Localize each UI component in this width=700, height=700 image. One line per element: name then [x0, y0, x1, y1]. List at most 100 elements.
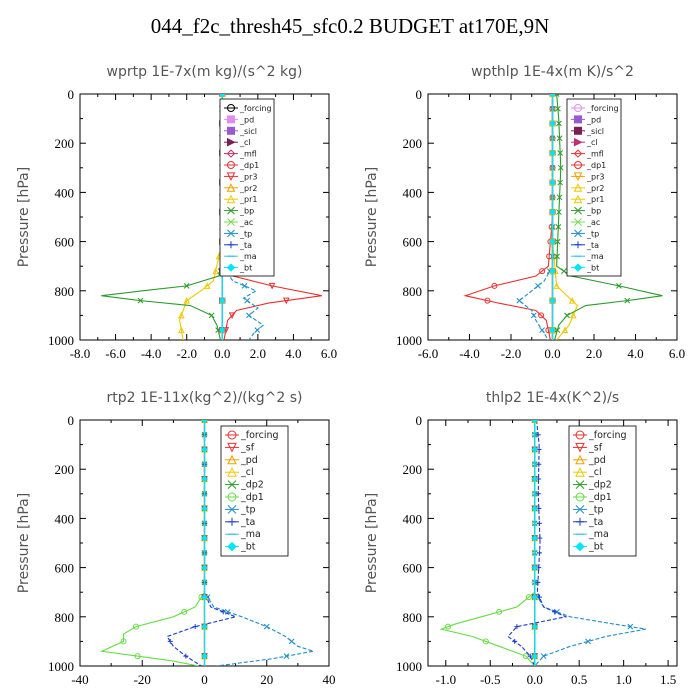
- legend-marker: [227, 442, 237, 453]
- y-tick-label: 1000: [48, 333, 74, 348]
- data-point: [561, 268, 567, 274]
- data-point: [568, 297, 576, 304]
- x-tick-label: -2.0: [176, 346, 197, 361]
- data-point: [539, 268, 546, 275]
- legend-marker: [575, 467, 585, 477]
- legend-marker: [226, 263, 236, 272]
- data-point: [283, 297, 290, 305]
- data-point: [516, 297, 523, 304]
- y-tick-label: 200: [55, 462, 75, 477]
- data-point: [201, 420, 208, 424]
- data-point: [564, 312, 570, 319]
- legend-marker: [226, 183, 236, 192]
- data-point: [549, 267, 556, 275]
- legend-marker: [227, 115, 235, 124]
- y-tick-label: 0: [416, 87, 423, 102]
- data-point: [531, 564, 538, 571]
- data-point: [178, 326, 185, 334]
- data-point: [557, 150, 564, 156]
- data-point: [246, 312, 252, 319]
- y-tick-label: 1000: [48, 659, 74, 674]
- data-point: [549, 179, 556, 186]
- series-line-tp: [203, 420, 314, 666]
- legend-label: _bt: [239, 264, 252, 273]
- data-point: [585, 638, 591, 645]
- legend-label: _ta: [239, 241, 252, 250]
- legend-marker: [573, 172, 583, 182]
- x-tick-label: 20: [260, 672, 273, 687]
- legend: _forcing_sf _pd_cl _dp2_dp1_tp _ta_ma _bt: [220, 425, 289, 557]
- y-axis-label: Pressure [hPa]: [364, 493, 380, 593]
- data-point: [546, 253, 553, 260]
- legend: _forcing _pd _sicl _cl _mfl _dp1 _pr3 _pr2 _pr1 _…: [219, 98, 275, 277]
- data-point: [133, 623, 140, 630]
- data-point: [263, 623, 270, 630]
- legend-label: _mfl: [586, 150, 604, 159]
- data-point: [549, 326, 556, 334]
- legend-marker: [574, 137, 583, 147]
- legend-label: _forcing: [588, 430, 627, 441]
- legend-label: _cl: [588, 467, 602, 478]
- data-point: [219, 326, 226, 334]
- legend-label: _dp2: [240, 480, 264, 491]
- data-point: [120, 638, 127, 645]
- y-tick-label: 600: [55, 561, 75, 576]
- x-tick-label: -6.0: [418, 346, 439, 361]
- x-tick-label: 0.0: [214, 346, 230, 361]
- data-point: [536, 520, 542, 526]
- y-tick-label: 800: [55, 284, 75, 299]
- legend-marker: [226, 172, 236, 182]
- data-point: [181, 608, 188, 615]
- y-tick-label: 1000: [396, 659, 422, 674]
- x-tick-label: -4.0: [459, 346, 480, 361]
- legend-label: _sf: [240, 442, 255, 453]
- data-point: [220, 609, 226, 615]
- y-tick-label: 400: [55, 185, 75, 200]
- y-tick-label: 600: [403, 235, 423, 250]
- legend-label: _pd: [239, 115, 254, 124]
- y-tick-label: 200: [403, 462, 423, 477]
- data-point: [201, 623, 208, 630]
- legend-label: _pr2: [586, 184, 604, 193]
- data-point: [530, 312, 537, 319]
- legend: _forcing _pd _sicl _cl _mfl _dp1 _pr3 _pr2 _pr1 _…: [566, 98, 622, 277]
- data-point: [537, 535, 543, 541]
- data-point: [134, 653, 141, 660]
- legend-label: _cl: [239, 138, 251, 147]
- legend-label: _ma: [588, 529, 609, 540]
- legend-label: _tp: [586, 229, 599, 238]
- x-tick-label: 4.0: [627, 346, 643, 361]
- data-point: [535, 491, 541, 497]
- legend-label: _pr2: [239, 184, 257, 193]
- legend-label: _ta: [588, 517, 603, 528]
- legend-marker: [574, 241, 582, 249]
- data-point: [531, 623, 538, 630]
- y-tick-label: 1000: [396, 333, 422, 348]
- data-point: [268, 282, 276, 290]
- panel-title: wpthlp 1E-4x(m K)/s^2: [471, 64, 634, 80]
- page-title: 044_f2c_thresh45_sfc0.2 BUDGET at170E,9N: [150, 14, 550, 38]
- data-point: [445, 623, 452, 630]
- series-line-tp: [518, 94, 554, 340]
- legend-marker: [575, 454, 585, 465]
- x-tick-label: 2.0: [250, 346, 266, 361]
- data-point: [554, 253, 560, 260]
- data-point: [549, 297, 556, 304]
- legend-label: _pr1: [239, 195, 257, 204]
- chart-panel-3: rtp2 1E-11x(kg^2)/(kg^2 s) Pressure [hPa]…: [16, 390, 336, 687]
- series-group: [99, 420, 314, 666]
- legend-label: _bp: [586, 207, 601, 216]
- data-point: [538, 312, 545, 319]
- data-point: [219, 94, 226, 98]
- data-point: [183, 653, 189, 659]
- data-point: [244, 297, 251, 304]
- legend-label: _tp: [588, 504, 604, 515]
- data-point: [556, 194, 563, 201]
- y-tick-label: 800: [403, 284, 423, 299]
- legend-label: _dp1: [240, 492, 264, 503]
- x-tick-label: 6.0: [669, 346, 685, 361]
- legend-marker: [573, 149, 583, 158]
- x-tick-label: -20: [134, 672, 151, 687]
- legend-label: _pr1: [586, 195, 604, 204]
